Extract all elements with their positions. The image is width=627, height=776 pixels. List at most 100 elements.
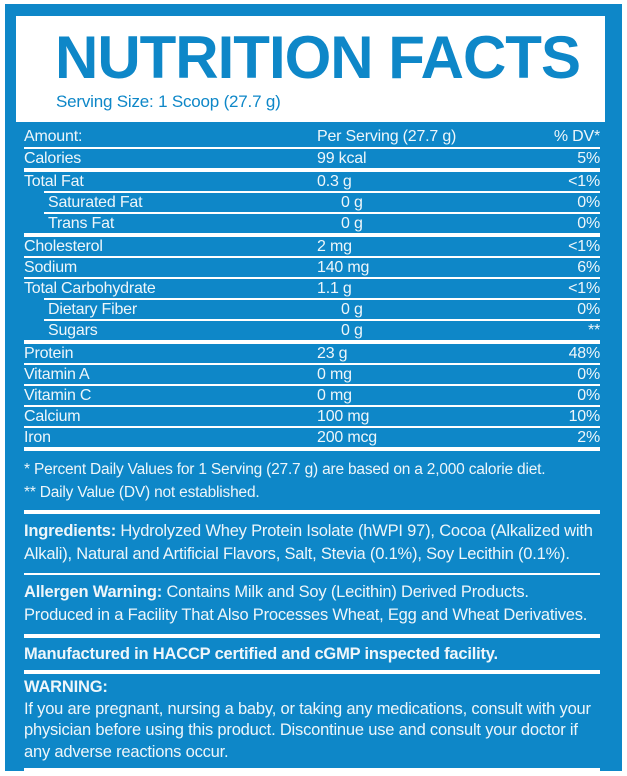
table-row: Vitamin C 0 mg 0% bbox=[24, 386, 600, 405]
table-row: Trans Fat 0 g 0% bbox=[24, 214, 600, 233]
divider bbox=[44, 298, 600, 300]
nutrient-dv: 0% bbox=[577, 365, 600, 383]
nutrient-dv: 48% bbox=[568, 344, 601, 362]
divider bbox=[24, 447, 600, 451]
nutrient-dv: 6% bbox=[577, 258, 600, 276]
nutrient-label: Dietary Fiber bbox=[48, 300, 137, 318]
nutrient-dv: 0% bbox=[577, 386, 600, 404]
nutrient-dv: <1% bbox=[568, 237, 600, 255]
nutrient-dv: 5% bbox=[577, 149, 600, 167]
nutrient-amount: 0 g bbox=[341, 321, 363, 339]
label-content: Amount: Per Serving (27.7 g) % DV* Calor… bbox=[5, 122, 622, 772]
divider bbox=[24, 670, 600, 674]
nutrient-label: Sugars bbox=[48, 321, 98, 339]
divider bbox=[44, 191, 600, 193]
manufactured-statement: Manufactured in HACCP certified and cGMP… bbox=[24, 645, 498, 663]
nutrient-amount: 0 g bbox=[341, 300, 363, 318]
table-row: Sodium 140 mg 6% bbox=[24, 258, 600, 277]
divider bbox=[44, 319, 600, 321]
nutrient-label: Sodium bbox=[24, 258, 78, 276]
table-rows: Calories 99 kcal 5% Total Fat 0.3 g <1% Satura… bbox=[24, 147, 600, 447]
divider bbox=[24, 168, 600, 172]
table-row: Vitamin A 0 mg 0% bbox=[24, 365, 600, 384]
nutrition-label: NUTRITION FACTS Serving Size: 1 Scoop (2… bbox=[5, 4, 622, 772]
nutrient-amount: 0 g bbox=[341, 214, 363, 232]
nutrient-dv: 10% bbox=[568, 407, 601, 425]
nutrient-dv: 0% bbox=[577, 214, 600, 232]
divider bbox=[24, 573, 600, 575]
table-row: Protein 23 g 48% bbox=[24, 344, 600, 363]
serving-size: Serving Size: 1 Scoop (27.7 g) bbox=[56, 92, 281, 111]
nutrient-amount: 0 g bbox=[341, 193, 363, 211]
footnote: * Percent Daily Values for 1 Serving (27… bbox=[24, 461, 546, 478]
nutrient-amount: 23 g bbox=[317, 344, 348, 362]
nutrient-dv: <1% bbox=[568, 279, 600, 297]
nutrient-dv: ** bbox=[587, 321, 600, 339]
divider bbox=[24, 510, 600, 514]
label-title: NUTRITION FACTS bbox=[55, 24, 581, 91]
divider bbox=[24, 405, 600, 407]
nutrient-label: Vitamin A bbox=[24, 365, 90, 383]
nutrient-label: Protein bbox=[24, 344, 74, 362]
nutrient-label: Calcium bbox=[24, 407, 81, 425]
divider bbox=[24, 634, 600, 638]
warning-text: If you are pregnant, nursing a baby, or … bbox=[24, 699, 591, 761]
nutrition-table: Amount: Per Serving (27.7 g) % DV* Calor… bbox=[24, 127, 600, 451]
allergen-section: Allergen Warning: Contains Milk and Soy … bbox=[24, 575, 600, 634]
table-row: Saturated Fat 0 g 0% bbox=[24, 193, 600, 212]
nutrient-amount: 100 mg bbox=[317, 407, 370, 425]
nutrient-amount: 1.1 g bbox=[317, 279, 352, 297]
table-row: Calories 99 kcal 5% bbox=[24, 149, 600, 168]
divider bbox=[24, 277, 600, 279]
table-row: Total Carbohydrate 1.1 g <1% bbox=[24, 279, 600, 298]
nutrient-dv: 0% bbox=[577, 300, 600, 318]
title-box: NUTRITION FACTS Serving Size: 1 Scoop (2… bbox=[16, 16, 605, 122]
divider bbox=[24, 384, 600, 386]
table-row: Dietary Fiber 0 g 0% bbox=[24, 300, 600, 319]
divider bbox=[24, 768, 600, 772]
nutrient-amount: 99 kcal bbox=[317, 149, 367, 167]
nutrient-dv: 2% bbox=[577, 428, 600, 446]
divider bbox=[24, 256, 600, 258]
divider bbox=[24, 340, 600, 344]
table-header-row: Amount: Per Serving (27.7 g) % DV* bbox=[24, 127, 600, 147]
nutrient-label: Vitamin C bbox=[24, 386, 92, 404]
column-header-per-serving: Per Serving (27.7 g) bbox=[317, 128, 457, 145]
divider bbox=[24, 426, 600, 428]
nutrient-amount: 200 mcg bbox=[317, 428, 377, 446]
nutrient-amount: 0 mg bbox=[317, 386, 352, 404]
nutrient-label: Calories bbox=[24, 149, 82, 167]
footnotes: * Percent Daily Values for 1 Serving (27… bbox=[24, 451, 600, 510]
nutrient-label: Total Fat bbox=[24, 172, 84, 190]
nutrient-amount: 0 mg bbox=[317, 365, 352, 383]
ingredients-text: Hydrolyzed Whey Protein Isolate (hWPI 97… bbox=[24, 522, 593, 563]
nutrient-label: Cholesterol bbox=[24, 237, 103, 255]
nutrient-label: Saturated Fat bbox=[48, 193, 143, 211]
column-header-dv: % DV* bbox=[553, 128, 600, 145]
warning-section: WARNING: If you are pregnant, nursing a b… bbox=[24, 674, 600, 768]
nutrient-label: Iron bbox=[24, 428, 51, 446]
allergen-label: Allergen Warning: bbox=[24, 583, 163, 601]
column-header-amount: Amount: bbox=[24, 128, 83, 145]
table-row: Sugars 0 g ** bbox=[24, 321, 600, 340]
divider bbox=[24, 233, 600, 237]
ingredients-section: Ingredients: Hydrolyzed Whey Protein Iso… bbox=[24, 514, 600, 573]
nutrient-dv: <1% bbox=[568, 172, 600, 190]
divider bbox=[44, 212, 600, 214]
table-row: Cholesterol 2 mg <1% bbox=[24, 237, 600, 256]
divider bbox=[24, 147, 600, 149]
table-row: Total Fat 0.3 g <1% bbox=[24, 172, 600, 191]
allergen-text: Contains Milk and Soy (Lecithin) Derived… bbox=[24, 583, 588, 624]
nutrient-dv: 0% bbox=[577, 193, 600, 211]
nutrient-amount: 0.3 g bbox=[317, 172, 352, 190]
nutrient-label: Trans Fat bbox=[48, 214, 115, 232]
table-row: Iron 200 mcg 2% bbox=[24, 428, 600, 447]
nutrient-amount: 140 mg bbox=[317, 258, 370, 276]
divider bbox=[24, 363, 600, 365]
nutrient-amount: 2 mg bbox=[317, 237, 352, 255]
table-row: Calcium 100 mg 10% bbox=[24, 407, 600, 426]
footnote: ** Daily Value (DV) not established. bbox=[24, 484, 260, 501]
nutrient-label: Total Carbohydrate bbox=[24, 279, 156, 297]
ingredients-label: Ingredients: bbox=[24, 522, 117, 540]
warning-label: WARNING: bbox=[24, 678, 108, 696]
